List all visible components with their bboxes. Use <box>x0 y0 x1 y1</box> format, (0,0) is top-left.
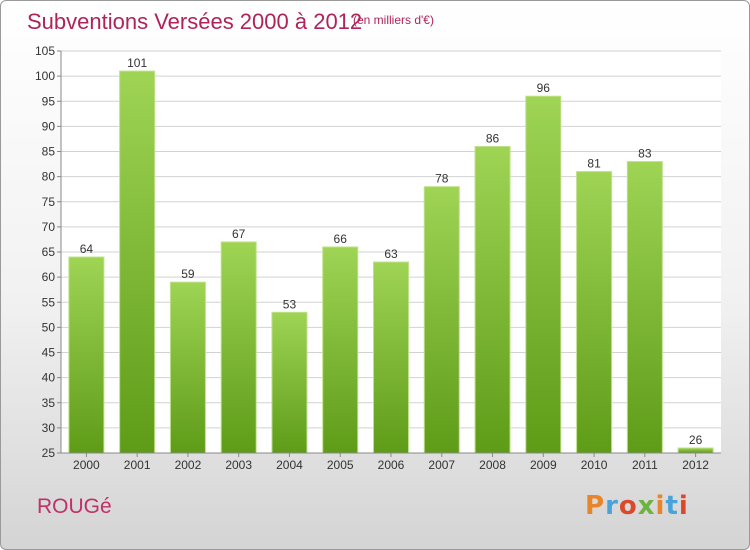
x-tick-label: 2012 <box>682 458 709 472</box>
y-tick-label: 65 <box>42 245 56 259</box>
bar <box>271 311 308 454</box>
bar <box>626 161 663 454</box>
bar <box>423 186 460 454</box>
logo-letter: x <box>637 491 656 521</box>
bar-value-label: 66 <box>334 232 348 246</box>
chart-subtitle: (en milliers d'€) <box>353 13 434 27</box>
bar <box>677 447 714 454</box>
y-tick-label: 50 <box>42 320 56 334</box>
y-tick-label: 40 <box>42 371 56 385</box>
y-tick-label: 100 <box>35 69 55 83</box>
bar-value-label: 78 <box>435 172 449 186</box>
x-tick-label: 2002 <box>175 458 202 472</box>
y-tick-label: 25 <box>42 446 56 460</box>
y-tick-label: 70 <box>42 220 56 234</box>
bar <box>373 261 409 454</box>
bar <box>220 241 257 454</box>
x-tick-label: 2003 <box>225 458 252 472</box>
y-tick-label: 90 <box>42 119 56 133</box>
y-tick-label: 45 <box>42 346 56 360</box>
logo-letter: i <box>655 491 666 521</box>
y-tick-label: 105 <box>35 44 55 58</box>
y-tick-label: 75 <box>42 195 56 209</box>
y-tick-label: 80 <box>42 170 56 184</box>
bar-value-label: 83 <box>638 147 652 161</box>
bar <box>169 281 206 454</box>
commune-name: ROUGé <box>37 495 112 518</box>
bar-value-label: 63 <box>384 247 398 261</box>
logo-letter: t <box>665 491 679 521</box>
bar-value-label: 64 <box>80 242 94 256</box>
bar <box>68 256 105 454</box>
x-tick-label: 2006 <box>378 458 405 472</box>
x-tick-label: 2000 <box>73 458 100 472</box>
x-tick-label: 2005 <box>327 458 354 472</box>
x-tick-label: 2008 <box>479 458 506 472</box>
logo-letter: i <box>678 491 689 521</box>
y-tick-label: 95 <box>42 94 56 108</box>
x-tick-label: 2001 <box>124 458 151 472</box>
logo-letter: r <box>605 491 619 521</box>
bar <box>119 70 156 454</box>
proxiti-logo[interactable]: Proxiti <box>585 491 689 521</box>
bar-value-label: 86 <box>486 131 500 145</box>
y-tick-label: 60 <box>42 270 56 284</box>
x-tick-label: 2004 <box>276 458 303 472</box>
y-tick-label: 55 <box>42 295 56 309</box>
x-tick-label: 2007 <box>428 458 455 472</box>
y-tick-label: 85 <box>42 145 56 159</box>
bar-value-label: 53 <box>283 297 297 311</box>
y-tick-label: 35 <box>42 396 56 410</box>
bar <box>525 95 562 454</box>
bar-value-label: 96 <box>537 81 551 95</box>
bar-value-label: 101 <box>127 56 147 70</box>
bar-value-label: 26 <box>689 433 703 447</box>
logo-letter: o <box>618 491 638 521</box>
x-tick-label: 2009 <box>530 458 557 472</box>
bar-value-label: 59 <box>181 267 195 281</box>
bar-value-label: 81 <box>587 157 601 171</box>
logo-letter: P <box>585 491 606 521</box>
bar <box>576 171 613 454</box>
x-tick-label: 2011 <box>632 458 658 472</box>
x-tick-label: 2010 <box>581 458 608 472</box>
bar <box>322 246 359 454</box>
bar <box>474 145 511 454</box>
chart-title: Subventions Versées 2000 à 2012 <box>27 9 363 34</box>
bar-value-label: 67 <box>232 227 246 241</box>
y-tick-label: 30 <box>42 421 56 435</box>
